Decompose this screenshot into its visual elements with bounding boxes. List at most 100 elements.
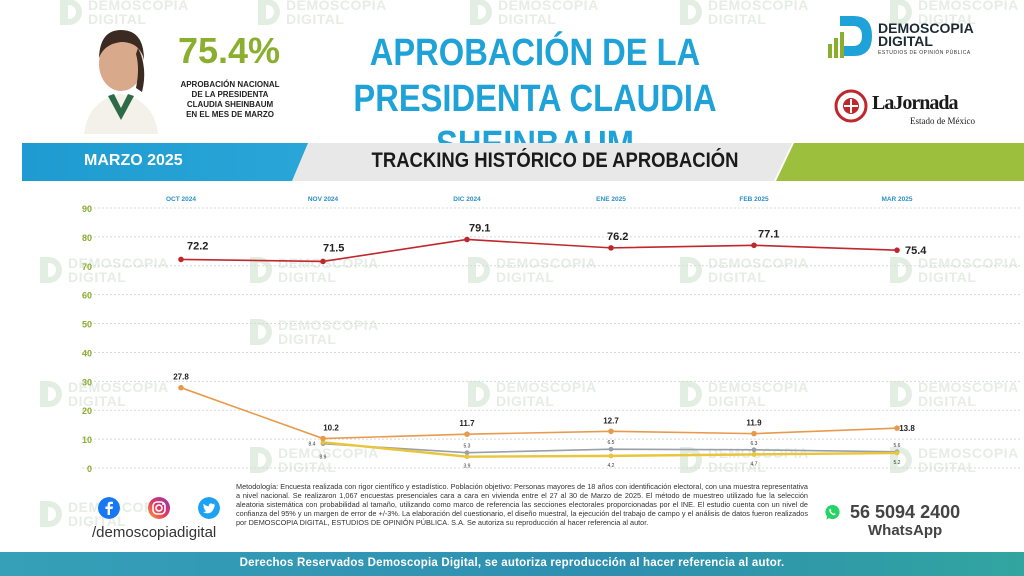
data-point-orange	[608, 428, 614, 435]
data-label-yellow: 4.7	[751, 461, 758, 467]
data-point-yellow	[751, 452, 757, 457]
series-line-red	[180, 238, 898, 263]
data-label-gray: 5.3	[464, 444, 471, 450]
footer-bar	[0, 552, 1024, 576]
whatsapp-icon[interactable]	[824, 504, 841, 521]
data-point-orange	[464, 431, 470, 437]
data-point-yellow	[320, 439, 326, 445]
y-tick-label: 30	[82, 377, 92, 387]
data-point-red	[608, 245, 614, 251]
x-tick-label: DIC 2024	[453, 196, 481, 203]
data-point-red	[751, 242, 757, 249]
data-label-orange: 27.8	[173, 373, 189, 382]
la-jornada-logo: LaJornada Estado de México	[834, 88, 984, 128]
x-tick-label: ENE 2025	[596, 196, 626, 203]
president-portrait	[84, 30, 158, 134]
data-point-yellow	[464, 454, 470, 460]
y-tick-label: 90	[82, 204, 92, 214]
y-tick-label: 50	[82, 320, 92, 330]
data-label-orange: 10.2	[323, 424, 339, 433]
tracking-line-chart: 90 80 70 60 50 40 30 20 10 0 OCT 2024 NOV 2024 DIC 2…	[82, 196, 1022, 474]
data-label-red: 79.1	[469, 222, 490, 234]
x-tick-label: OCT 2024	[166, 196, 196, 203]
demoscopia-logo-name: DEMOSCOPIA DIGITAL	[878, 20, 974, 49]
x-tick-label: NOV 2024	[308, 196, 339, 203]
la-jornada-name: LaJornada	[872, 92, 958, 114]
data-point-orange	[894, 425, 900, 431]
y-tick-label: 70	[82, 262, 92, 272]
approval-caption: APROBACIÓN NACIONAL DE LA PRESIDENTA CLA…	[180, 80, 280, 119]
social-handle[interactable]: /demoscopiadigital	[92, 524, 217, 541]
data-point-red	[894, 247, 900, 253]
data-point-gray	[608, 446, 614, 452]
data-label-gray: 6.3	[751, 441, 758, 447]
data-label-orange: 11.9	[746, 419, 762, 428]
data-label-yellow: 8.9	[320, 454, 327, 460]
demoscopia-logo-icon	[828, 16, 872, 58]
data-label-red: 72.2	[187, 240, 208, 252]
data-point-red	[464, 236, 470, 243]
phone-number[interactable]: 56 5094 2400	[850, 502, 961, 522]
y-tick-label: 0	[87, 464, 92, 474]
y-tick-label: 80	[82, 233, 92, 243]
series-line-orange	[180, 386, 898, 440]
data-point-red	[320, 258, 326, 265]
data-label-yellow: 4.2	[608, 463, 615, 469]
y-tick-label: 20	[82, 406, 92, 416]
data-label-red: 76.2	[607, 231, 628, 243]
data-label-red: 75.4	[905, 245, 927, 257]
data-point-yellow	[608, 453, 614, 459]
data-label-gray: 8.4	[309, 442, 316, 448]
data-label-orange: 12.7	[603, 416, 619, 425]
whatsapp-label: WhatsApp	[868, 522, 943, 539]
data-label-yellow: 3.9	[464, 464, 471, 470]
chart-title: TRACKING HISTÓRICO DE APROBACIÓN	[371, 149, 739, 172]
data-point-orange	[320, 435, 326, 442]
demoscopia-logo-tagline: ESTUDIOS DE OPINIÓN PÚBLICA	[878, 50, 971, 56]
data-label-red: 77.1	[758, 228, 779, 240]
la-jornada-emblem-icon	[834, 89, 868, 123]
twitter-icon[interactable]	[198, 497, 220, 519]
data-point-gray	[751, 447, 757, 453]
y-tick-label: 10	[82, 435, 92, 445]
methodology-note: Metodología: Encuesta realizada con rigo…	[236, 482, 808, 528]
data-label-red: 71.5	[323, 242, 344, 254]
data-point-yellow	[894, 450, 900, 456]
data-point-orange	[178, 384, 184, 391]
data-point-orange	[751, 430, 757, 437]
y-tick-label: 60	[82, 291, 92, 301]
la-jornada-subtitle: Estado de México	[910, 116, 975, 126]
facebook-icon[interactable]	[98, 497, 120, 519]
y-tick-label: 40	[82, 348, 92, 358]
data-label-gray: 5.6	[894, 443, 901, 449]
data-label-gray: 6.5	[608, 440, 615, 446]
approval-percentage: 75.4%	[177, 30, 281, 71]
month-label: MARZO 2025	[84, 152, 183, 169]
x-tick-label: FEB 2025	[739, 196, 769, 203]
data-label-orange: 11.7	[459, 419, 475, 428]
x-tick-label: MAR 2025	[881, 196, 912, 203]
section-band	[22, 143, 1024, 181]
data-label-orange: 13.8	[899, 424, 915, 433]
demoscopia-logo: DEMOSCOPIA DIGITAL ESTUDIOS DE OPINIÓN P…	[826, 14, 996, 64]
instagram-icon[interactable]	[148, 497, 170, 519]
footer-text: Derechos Reservados Demoscopia Digital, …	[239, 557, 785, 569]
data-point-gray	[464, 450, 470, 456]
